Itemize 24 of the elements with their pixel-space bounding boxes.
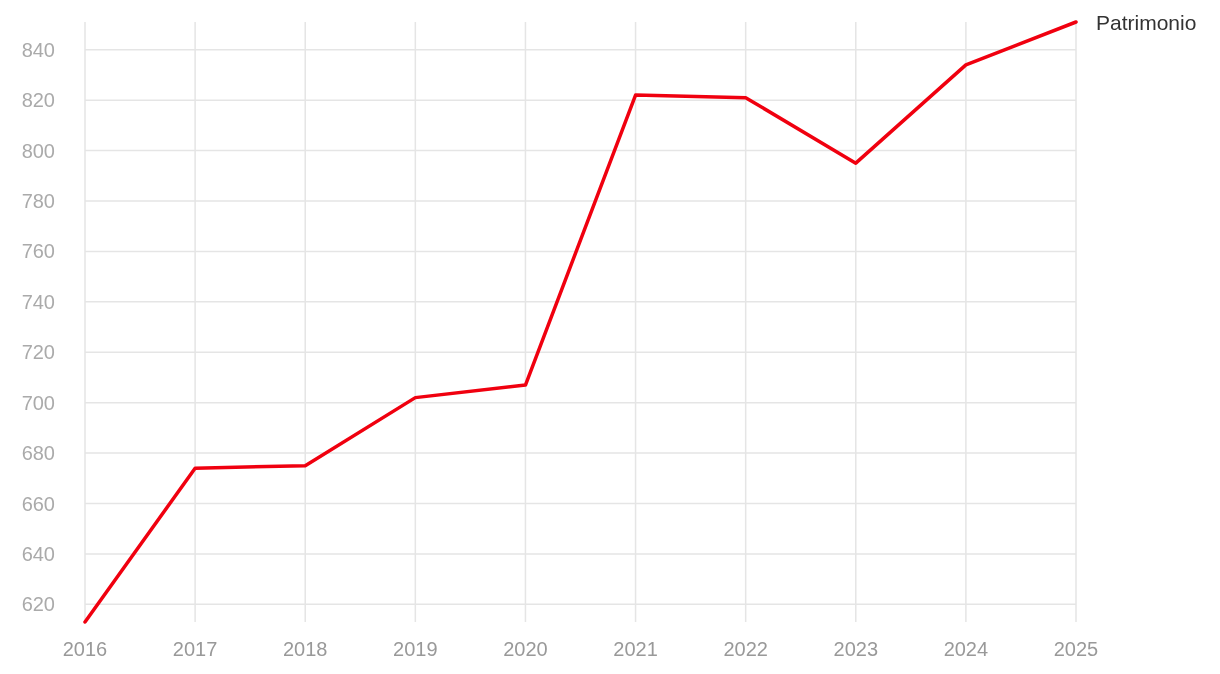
- y-tick-label: 840: [21, 38, 55, 61]
- x-tick-label: 2016: [62, 638, 108, 660]
- y-tick-label: 680: [21, 442, 55, 465]
- y-tick-label: 700: [21, 391, 55, 414]
- y-tick-label: 660: [21, 492, 55, 515]
- y-tick-label: 780: [21, 189, 55, 212]
- x-tick-label: 2021: [613, 638, 658, 660]
- y-tick-label: 800: [21, 139, 55, 162]
- line-series: [83, 20, 1078, 624]
- y-tick-label: 760: [21, 240, 55, 263]
- series-label: Patrimonio: [1096, 11, 1197, 34]
- y-tick-label: 720: [21, 341, 55, 364]
- x-tick-label: 2023: [833, 638, 879, 660]
- x-tick-label: 2019: [393, 638, 438, 660]
- y-tick-label: 740: [21, 290, 55, 313]
- y-tick-label: 820: [21, 89, 55, 112]
- x-tick-label: 2022: [723, 638, 768, 660]
- y-tick-label: 620: [21, 593, 55, 616]
- x-tick-label: 2018: [282, 638, 328, 660]
- x-tick-label: 2020: [503, 638, 548, 660]
- x-tick-label: 2025: [1053, 638, 1099, 660]
- y-tick-label: 640: [21, 542, 55, 565]
- x-tick-label: 2017: [172, 638, 218, 660]
- x-tick-label: 2024: [943, 638, 989, 660]
